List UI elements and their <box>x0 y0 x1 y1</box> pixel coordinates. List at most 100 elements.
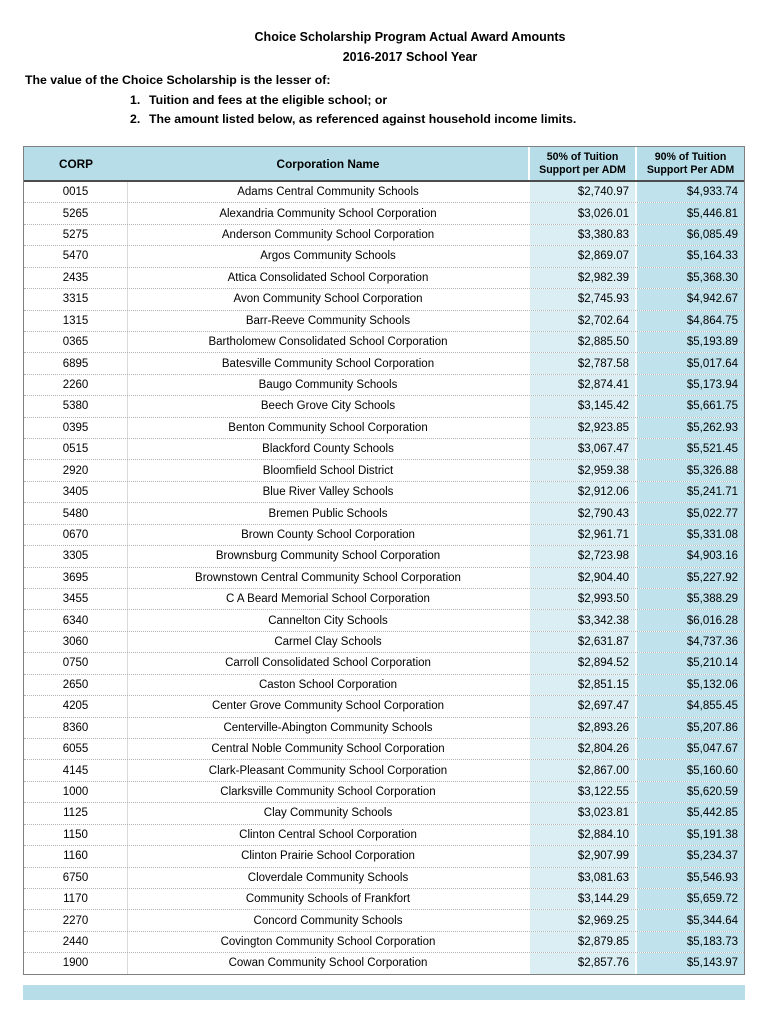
cell-50pct: $2,787.58 <box>530 353 637 374</box>
cell-name: Central Noble Community School Corporati… <box>128 738 530 760</box>
cell-90pct: $5,047.67 <box>637 738 744 760</box>
cell-name: Brownstown Central Community School Corp… <box>128 567 530 589</box>
cell-50pct: $2,879.85 <box>530 931 637 953</box>
list-text: Tuition and fees at the eligible school;… <box>149 92 388 107</box>
cell-90pct: $5,193.89 <box>637 331 744 353</box>
cell-90pct: $5,207.86 <box>637 717 744 738</box>
cell-name: Concord Community Schools <box>128 910 530 931</box>
cell-50pct: $3,380.83 <box>530 224 637 246</box>
cell-50pct: $2,982.39 <box>530 267 637 289</box>
cell-50pct: $2,904.40 <box>530 567 637 589</box>
cell-name: Bloomfield School District <box>128 460 530 481</box>
table-row: 1000 Clarksville Community School Corpor… <box>24 781 744 804</box>
cell-name: Avon Community School Corporation <box>128 289 530 310</box>
cell-50pct: $2,740.97 <box>530 182 637 203</box>
cell-name: Baugo Community Schools <box>128 374 530 396</box>
cell-corp: 0015 <box>24 182 128 203</box>
table-row: 1160 Clinton Prairie School Corporation … <box>24 846 744 868</box>
intro-text: The value of the Choice Scholarship is t… <box>25 73 331 87</box>
table-body: 0015 Adams Central Community Schools $2,… <box>24 182 744 974</box>
cell-90pct: $5,446.81 <box>637 203 744 224</box>
table-header-row: CORP Corporation Name 50% of Tuition Sup… <box>24 147 744 182</box>
cell-corp: 5480 <box>24 503 128 524</box>
table-row: 0750 Carroll Consolidated School Corpora… <box>24 653 744 675</box>
cell-corp: 0365 <box>24 331 128 353</box>
cell-corp: 2650 <box>24 674 128 696</box>
table-row: 5265 Alexandria Community School Corpora… <box>24 203 744 225</box>
table-row: 1315 Barr-Reeve Community Schools $2,702… <box>24 310 744 332</box>
cell-name: Carmel Clay Schools <box>128 631 530 653</box>
cell-90pct: $5,521.45 <box>637 439 744 460</box>
page-title: Choice Scholarship Program Actual Award … <box>50 28 770 67</box>
cell-50pct: $2,923.85 <box>530 417 637 439</box>
cell-90pct: $5,241.71 <box>637 481 744 503</box>
cell-corp: 1315 <box>24 310 128 331</box>
cell-name: C A Beard Memorial School Corporation <box>128 589 530 610</box>
cell-corp: 5470 <box>24 246 128 267</box>
cell-corp: 4145 <box>24 760 128 781</box>
cell-corp: 1000 <box>24 781 128 803</box>
cell-corp: 2440 <box>24 931 128 953</box>
title-line-1: Choice Scholarship Program Actual Award … <box>254 30 566 44</box>
cell-name: Covington Community School Corporation <box>128 931 530 953</box>
cell-name: Clay Community Schools <box>128 803 530 824</box>
cell-name: Bartholomew Consolidated School Corporat… <box>128 331 530 353</box>
cell-90pct: $5,143.97 <box>637 953 744 974</box>
cell-90pct: $5,388.29 <box>637 589 744 610</box>
table-row: 1125 Clay Community Schools $3,023.81 $5… <box>24 803 744 825</box>
table-row: 5275 Anderson Community School Corporati… <box>24 224 744 247</box>
cell-90pct: $5,227.92 <box>637 567 744 589</box>
cell-corp: 4205 <box>24 696 128 717</box>
cell-50pct: $3,122.55 <box>530 781 637 803</box>
cell-name: Clarksville Community School Corporation <box>128 781 530 803</box>
cell-90pct: $4,933.74 <box>637 182 744 203</box>
cell-name: Argos Community Schools <box>128 246 530 267</box>
cell-90pct: $5,234.37 <box>637 846 744 867</box>
cell-50pct: $2,790.43 <box>530 503 637 524</box>
list-text: The amount listed below, as referenced a… <box>149 112 577 127</box>
list-item: 2. The amount listed below, as reference… <box>130 110 745 130</box>
cell-name: Anderson Community School Corporation <box>128 224 530 246</box>
cell-corp: 3060 <box>24 631 128 653</box>
cell-name: Centerville-Abington Community Schools <box>128 717 530 738</box>
table-row: 5380 Beech Grove City Schools $3,145.42 … <box>24 396 744 418</box>
intro-list: 1. Tuition and fees at the eligible scho… <box>130 91 745 130</box>
cell-50pct: $2,969.25 <box>530 910 637 931</box>
table-row: 8360 Centerville-Abington Community Scho… <box>24 717 744 739</box>
award-table: CORP Corporation Name 50% of Tuition Sup… <box>23 146 745 975</box>
cell-50pct: $2,893.26 <box>530 717 637 738</box>
table-row: 1170 Community Schools of Frankfort $3,1… <box>24 888 744 911</box>
cell-50pct: $2,885.50 <box>530 331 637 353</box>
cell-corp: 5380 <box>24 396 128 417</box>
cell-50pct: $2,851.15 <box>530 674 637 696</box>
cell-50pct: $2,745.93 <box>530 289 637 310</box>
cell-90pct: $5,132.06 <box>637 674 744 696</box>
table-row: 4205 Center Grove Community School Corpo… <box>24 696 744 718</box>
cell-corp: 1170 <box>24 888 128 910</box>
cell-corp: 2920 <box>24 460 128 481</box>
cell-90pct: $5,210.14 <box>637 653 744 674</box>
cell-50pct: $2,723.98 <box>530 546 637 567</box>
table-row: 3315 Avon Community School Corporation $… <box>24 289 744 311</box>
table-row: 6895 Batesville Community School Corpora… <box>24 353 744 375</box>
cell-90pct: $5,659.72 <box>637 888 744 910</box>
cell-50pct: $3,023.81 <box>530 803 637 824</box>
cell-corp: 2435 <box>24 267 128 289</box>
cell-name: Center Grove Community School Corporatio… <box>128 696 530 717</box>
cell-50pct: $2,697.47 <box>530 696 637 717</box>
cell-50pct: $2,884.10 <box>530 824 637 846</box>
cell-name: Blackford County Schools <box>128 439 530 460</box>
cell-name: Clinton Central School Corporation <box>128 824 530 846</box>
table-row: 0395 Benton Community School Corporation… <box>24 417 744 440</box>
table-row: 2260 Baugo Community Schools $2,874.41 $… <box>24 374 744 397</box>
intro-block: The value of the Choice Scholarship is t… <box>25 71 745 130</box>
cell-name: Beech Grove City Schools <box>128 396 530 417</box>
cell-50pct: $2,867.00 <box>530 760 637 781</box>
cell-90pct: $5,191.38 <box>637 824 744 846</box>
cell-name: Carroll Consolidated School Corporation <box>128 653 530 674</box>
cell-corp: 0515 <box>24 439 128 460</box>
cell-corp: 5265 <box>24 203 128 224</box>
table-row: 6750 Cloverdale Community Schools $3,081… <box>24 867 744 889</box>
cell-90pct: $4,864.75 <box>637 310 744 331</box>
